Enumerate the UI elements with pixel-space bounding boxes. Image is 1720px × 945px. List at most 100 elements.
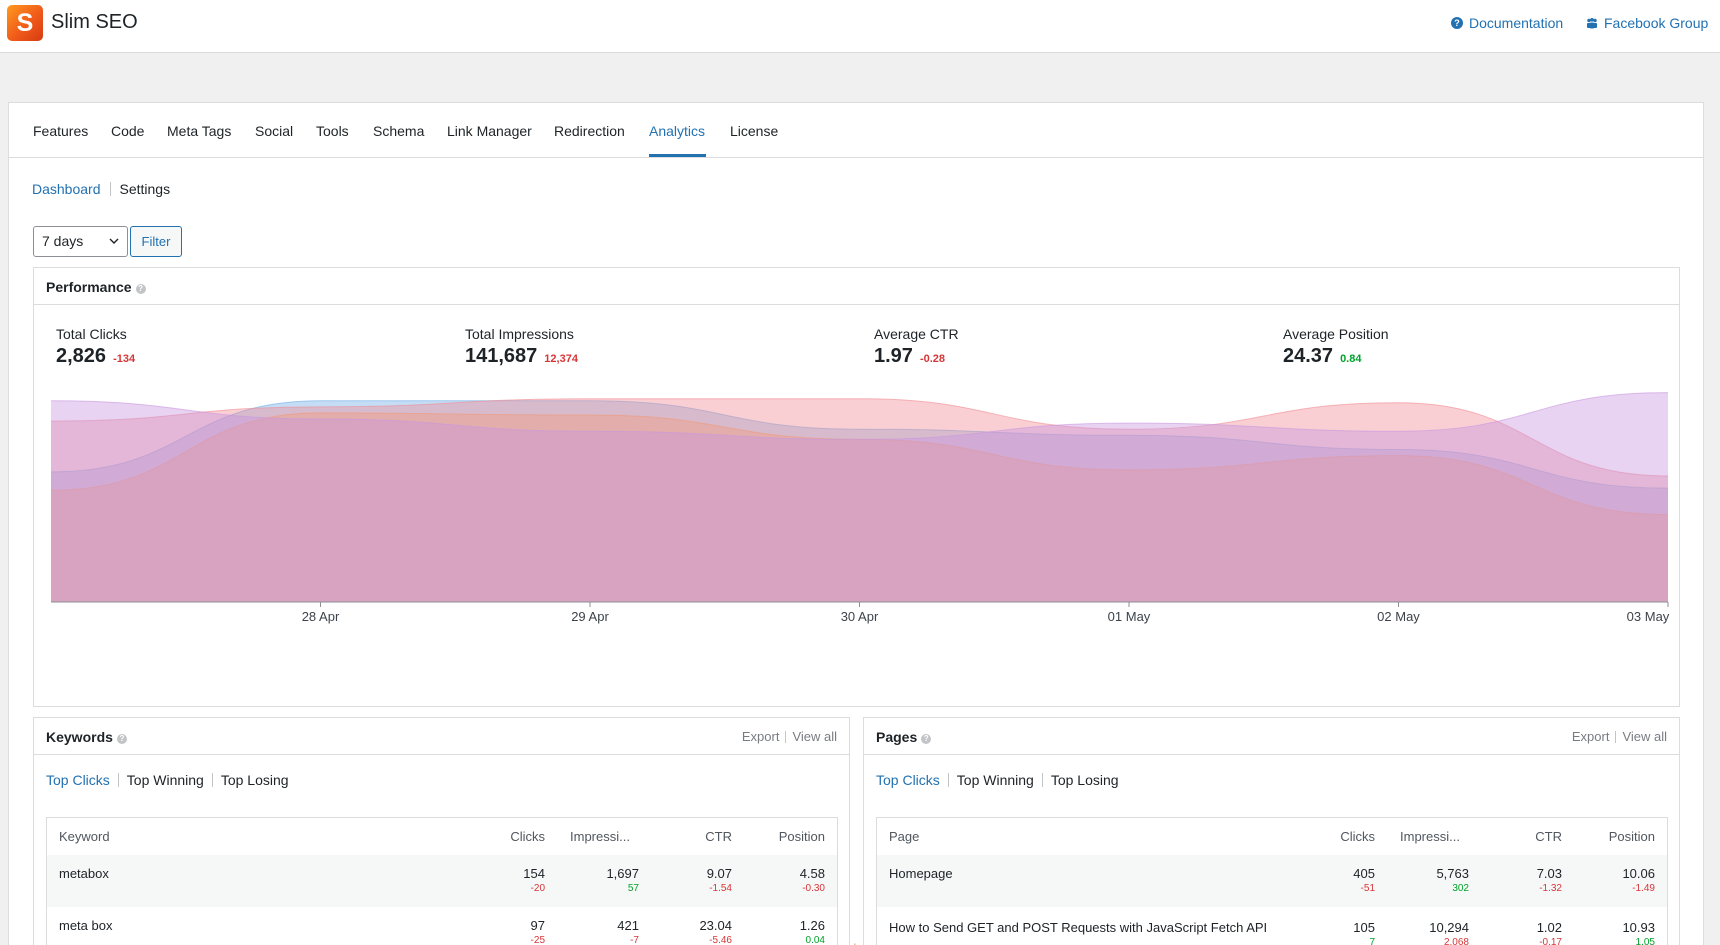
pages-actions: Export View all [1572,729,1667,744]
column-position[interactable]: Position [778,829,825,844]
keywords-tab-top-clicks[interactable]: Top Clicks [46,772,110,788]
clicks-cell: 97 -25 [530,918,545,945]
tab-meta-tags[interactable]: Meta Tags [167,123,232,139]
x-tick-label: 28 Apr [302,609,340,624]
area-clicks [51,412,1668,602]
stat-label: Average CTR [874,326,959,342]
keywords-export-link[interactable]: Export [741,729,780,744]
pages-export-link[interactable]: Export [1571,729,1610,744]
pages-tab-top-winning[interactable]: Top Winning [956,772,1034,788]
clicks-cell: 405 -51 [1353,866,1375,894]
column-clicks[interactable]: Clicks [1340,829,1375,844]
column-position[interactable]: Position [1608,829,1655,844]
keywords-tabs: Top Clicks Top Winning Top Losing [46,772,289,788]
line-position [50,392,1669,440]
clicks-cell: 154 -20 [523,866,545,894]
position-cell: 1.26 0.04 [799,918,825,945]
ctr-cell: 7.03 -1.32 [1536,866,1562,894]
area-impressions [51,400,1668,602]
help-icon[interactable]: ? [116,734,127,744]
stat-value: 24.37 [1283,345,1334,367]
x-tick-label: 29 Apr [571,609,609,624]
separator [947,773,949,787]
pages-tabs: Top Clicks Top Winning Top Losing [876,772,1119,788]
performance-header: Performance? [34,268,1679,305]
stat-total-clicks: Total Clicks 2,826 -134 [56,326,135,368]
tab-social[interactable]: Social [255,123,294,139]
stat-change: 12,374 [544,353,578,365]
period-select-value: 7 days [42,233,84,249]
documentation-label: Documentation [1469,15,1564,31]
column-impressions[interactable]: Impressi... [1400,829,1460,844]
tab-license[interactable]: License [730,123,779,139]
stat-change: -0.28 [919,353,946,365]
tab-link-manager[interactable]: Link Manager [447,123,532,139]
x-tick-label: 30 Apr [841,609,879,624]
separator [1041,773,1043,787]
column-ctr[interactable]: CTR [1535,829,1562,844]
keywords-panel: Keywords? Export View all Top Clicks Top… [33,717,850,945]
table-row[interactable]: meta box 97 -25 421 -7 23.04 -5.46 1.26 0.04 [47,907,837,945]
main-card: Features Code Meta Tags Social Tools Sch… [8,102,1704,945]
position-cell: 10.93 1.05 [1622,920,1655,945]
stat-change: 0.84 [1340,353,1362,365]
keywords-table: Keyword Clicks Impressi... CTR Position … [46,817,838,945]
area-position [51,392,1668,602]
impressions-cell: 421 -7 [617,918,639,945]
separator [117,773,119,787]
subnav-separator [109,182,111,196]
period-select[interactable]: 7 days [33,226,128,257]
line-ctr [50,398,1669,477]
pages-view-all-link[interactable]: View all [1622,729,1667,744]
keyword-name: metabox [59,866,109,881]
question-circle-icon: ? [1451,17,1463,29]
subnav-settings[interactable]: Settings [119,181,171,197]
subnav-dashboard[interactable]: Dashboard [32,181,101,197]
slim-seo-logo: S [7,5,43,41]
keyword-name: meta box [59,918,113,933]
table-row[interactable]: Homepage 405 -51 5,763 302 7.03 -1.32 10.06… [877,855,1667,907]
keywords-view-all-link[interactable]: View all [792,729,837,744]
tab-tools[interactable]: Tools [316,123,349,139]
impressions-cell: 5,763 302 [1436,866,1469,894]
table-row[interactable]: How to Send GET and POST Requests with J… [877,907,1667,945]
column-impressions[interactable]: Impressi... [570,829,630,844]
app-name: Slim SEO [51,11,138,33]
column-ctr[interactable]: CTR [705,829,732,844]
column-keyword[interactable]: Keyword [59,829,110,844]
documentation-link[interactable]: ? Documentation [1451,15,1563,31]
separator [211,773,213,787]
position-cell: 4.58 -0.30 [799,866,825,894]
stat-change: -134 [113,353,136,365]
column-page[interactable]: Page [889,829,920,844]
stat-value: 1.97 [874,345,913,367]
sub-navigation: Dashboard Settings [32,181,170,197]
pages-tab-top-losing[interactable]: Top Losing [1050,772,1119,788]
keywords-header: Keywords? Export View all [34,718,849,755]
tab-redirection[interactable]: Redirection [554,123,625,139]
pages-tab-top-clicks[interactable]: Top Clicks [876,772,940,788]
column-clicks[interactable]: Clicks [510,829,545,844]
filter-button[interactable]: Filter [130,226,182,257]
x-tick-label: 01 May [1108,609,1151,624]
active-tab-indicator [649,154,706,157]
tab-features[interactable]: Features [33,123,89,139]
facebook-group-label: Facebook Group [1604,15,1709,31]
tab-code[interactable]: Code [111,123,145,139]
performance-panel: Performance? Total Clicks 2,826 -134 Tota… [33,267,1680,945]
help-icon[interactable]: ? [921,734,932,744]
keywords-title: Keywords [46,729,113,745]
pages-title: Pages [876,729,918,745]
keywords-actions: Export View all [742,729,837,744]
ctr-cell: 9.07 -1.54 [706,866,732,894]
help-icon[interactable]: ? [135,284,146,294]
table-row[interactable]: metabox 154 -20 1,697 57 9.07 -1.54 4.58 -0.… [47,855,837,907]
area-ctr [51,398,1668,602]
keywords-tab-top-winning[interactable]: Top Winning [126,772,204,788]
tab-schema[interactable]: Schema [373,123,425,139]
facebook-group-link[interactable]: Facebook Group [1586,15,1708,31]
group-icon [1587,18,1597,29]
keywords-tab-top-losing[interactable]: Top Losing [220,772,289,788]
chevron-down-icon [109,238,119,244]
tab-analytics[interactable]: Analytics [649,123,706,139]
